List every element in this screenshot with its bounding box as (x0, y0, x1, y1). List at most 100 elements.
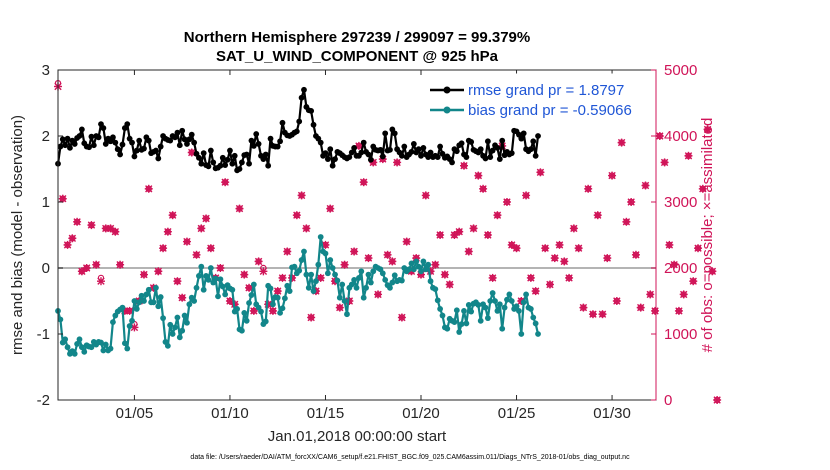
rmse-point (78, 126, 85, 133)
rmse-point (222, 162, 229, 168)
rmse-point (112, 139, 119, 146)
rmse-point (332, 156, 338, 163)
bias-point (205, 276, 212, 283)
y-axis-label-right: # of obs: o=possible; ×=assimilated (699, 118, 716, 353)
obs-possible-marker (556, 241, 563, 249)
bias-point (160, 315, 166, 322)
rmse-point (532, 152, 539, 159)
rmse-point (253, 131, 260, 137)
obs-possible-marker (350, 248, 358, 255)
obs-possible-marker (584, 185, 592, 192)
rmse-point (408, 148, 415, 155)
obs-possible-marker (178, 294, 186, 301)
obs-possible-marker (594, 211, 601, 219)
obs-possible-marker (651, 307, 659, 315)
rmse-point (76, 133, 83, 139)
bias-point (518, 331, 525, 337)
bias-point (207, 265, 214, 271)
bias-point (153, 284, 159, 291)
bias-point (327, 257, 334, 263)
y-tick-right-label: 0 (664, 392, 672, 409)
bias-point (126, 323, 133, 329)
bias-point (258, 308, 264, 315)
rmse-point (274, 143, 281, 150)
rmse-point (136, 137, 143, 144)
obs-possible-marker (456, 228, 463, 235)
x-tick-label: 01/05 (116, 405, 154, 422)
obs-possible-marker (207, 244, 215, 252)
rmse-point (279, 119, 286, 126)
obs-possible-marker (713, 396, 721, 404)
bias-point (353, 284, 360, 291)
bias-point (277, 309, 284, 316)
rmse-point (95, 134, 102, 141)
rmse-point (437, 143, 444, 150)
obs-possible-marker (432, 261, 439, 268)
rmse-point (377, 146, 384, 153)
bias-point (496, 301, 503, 308)
rmse-point (231, 152, 238, 159)
obs-possible-marker (78, 268, 86, 275)
obs-possible-marker (59, 195, 66, 202)
rmse-point (293, 128, 300, 135)
rmse-point (398, 152, 405, 159)
rmse-point (246, 160, 252, 167)
obs-possible-marker (93, 261, 100, 268)
obs-possible-marker (532, 287, 539, 295)
bias-point (367, 279, 374, 286)
bias-point (410, 266, 417, 273)
obs-possible-marker (140, 271, 148, 278)
bias-point (487, 298, 494, 304)
bias-point (456, 329, 463, 335)
bias-point (110, 319, 116, 326)
obs-possible-marker (527, 274, 535, 282)
legend-rmse-label: rmse grand pr = 1.8797 (468, 82, 624, 99)
rmse-point (86, 144, 92, 151)
bias-point (219, 283, 226, 290)
obs-possible-marker (260, 264, 267, 272)
rmse-point (418, 152, 424, 159)
rmse-point (494, 144, 501, 151)
rmse-point (425, 154, 432, 161)
bias-point (315, 261, 322, 268)
bias-point (176, 334, 183, 341)
rmse-point (262, 151, 269, 158)
rmse-point (155, 155, 162, 162)
bias-point (520, 299, 527, 306)
rmse-point (207, 147, 214, 154)
rmse-point (167, 137, 174, 144)
rmse-point (141, 145, 147, 152)
obs-possible-marker (489, 274, 496, 282)
y-tick-left-label: 0 (42, 260, 50, 277)
bias-point (241, 309, 248, 316)
rmse-point (181, 136, 188, 143)
rmse-point (308, 108, 315, 114)
obs-possible-marker (317, 274, 324, 282)
bias-point (136, 299, 143, 306)
obs-possible-marker (647, 291, 654, 298)
bias-point (322, 250, 329, 257)
bias-point (451, 319, 458, 326)
rmse-point (265, 162, 272, 169)
bias-point (339, 281, 346, 288)
rmse-point (360, 139, 367, 146)
rmse-point (172, 134, 178, 141)
bias-point (243, 317, 250, 324)
bias-point (463, 320, 470, 327)
bias-point (408, 260, 415, 267)
rmse-point (90, 142, 97, 149)
bias-point (482, 304, 489, 311)
rmse-point (176, 142, 183, 149)
y-tick-left-label: 1 (42, 194, 50, 211)
rmse-point (191, 139, 198, 146)
obs-possible-marker (198, 225, 205, 232)
bias-point (174, 314, 181, 321)
bias-point (461, 308, 467, 314)
obs-possible-marker (666, 241, 673, 249)
y-tick-right-label: 3000 (664, 194, 697, 211)
bias-point (143, 291, 150, 298)
rmse-point (367, 156, 374, 163)
bias-point (348, 281, 355, 288)
bias-point (427, 278, 434, 285)
obs-possible-marker (618, 139, 625, 146)
